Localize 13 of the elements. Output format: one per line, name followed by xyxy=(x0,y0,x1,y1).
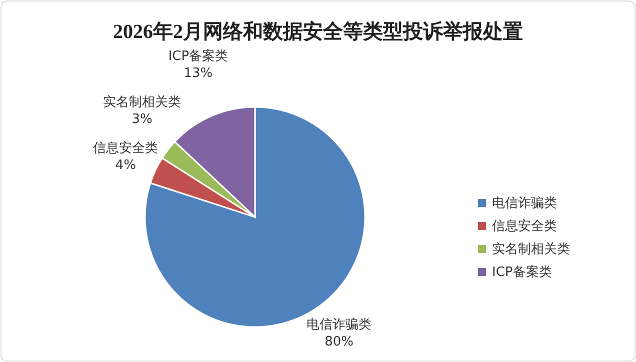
data-label: 3% xyxy=(132,112,152,128)
data-label: 13% xyxy=(184,66,213,82)
slice-label: 实名制相关类 xyxy=(103,95,182,110)
slice-label: ICP备案类 xyxy=(168,48,228,64)
slice-label: 电信诈骗类 xyxy=(306,318,372,333)
legend-label: 电信诈骗类 xyxy=(492,196,557,211)
data-label: 80% xyxy=(324,334,354,350)
legend-label: 信息安全类 xyxy=(492,218,557,234)
slice-label: 信息安全类 xyxy=(93,140,158,156)
data-label: 4% xyxy=(115,158,136,174)
chart-title: 2026年2月网络和数据安全等类型投诉举报处置 xyxy=(113,20,523,43)
legend-label: 实名制相关类 xyxy=(492,242,570,257)
legend-label: ICP备案类 xyxy=(492,264,552,280)
